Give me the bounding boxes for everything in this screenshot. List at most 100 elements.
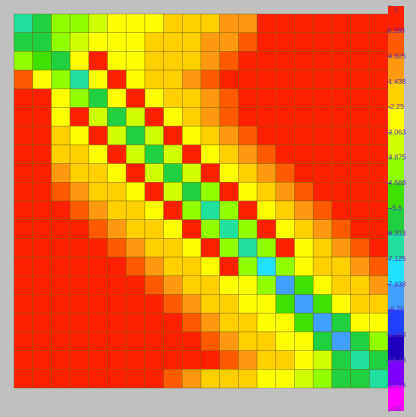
heatmap-cell xyxy=(88,256,108,277)
heatmap-cell xyxy=(107,350,127,370)
heatmap-cell xyxy=(13,312,34,333)
heatmap-cell xyxy=(13,32,34,52)
heatmap-cell xyxy=(238,32,258,52)
heatmap-cell xyxy=(107,256,127,277)
heatmap-cell xyxy=(350,275,370,295)
heatmap-cell xyxy=(275,350,295,370)
heatmap-cell xyxy=(144,200,164,221)
heatmap-cell xyxy=(331,219,351,239)
heatmap-cell xyxy=(331,107,351,127)
heatmap-cell xyxy=(107,331,127,351)
heatmap-cell xyxy=(219,163,239,183)
heatmap-cell xyxy=(144,88,164,108)
colorbar-tick-label: -9.563 xyxy=(386,332,406,339)
heatmap-cell xyxy=(312,163,333,183)
heatmap-cell xyxy=(88,32,108,52)
heatmap-cell xyxy=(51,163,71,183)
heatmap-cell xyxy=(182,107,202,127)
colorbar-band xyxy=(388,284,404,310)
heatmap-cell xyxy=(331,256,351,277)
heatmap-cell xyxy=(163,312,183,333)
heatmap-cell xyxy=(88,368,108,389)
heatmap-cell xyxy=(350,368,370,389)
heatmap-cell xyxy=(312,200,333,221)
heatmap-cell xyxy=(238,294,258,314)
heatmap-cell xyxy=(69,312,90,333)
heatmap-cell xyxy=(125,125,146,146)
heatmap-cell xyxy=(144,32,164,52)
heatmap-cell xyxy=(312,350,333,370)
heatmap-cell xyxy=(275,275,295,295)
heatmap-cell xyxy=(163,88,183,108)
heatmap-cell xyxy=(13,125,34,146)
colorbar-tick-label: -11.19 xyxy=(386,383,405,390)
heatmap-cell xyxy=(238,163,258,183)
heatmap-cell xyxy=(200,238,221,258)
heatmap-cell xyxy=(200,350,221,370)
heatmap-cell xyxy=(331,312,351,333)
heatmap-cell xyxy=(331,350,351,370)
heatmap-cell xyxy=(32,294,52,314)
heatmap-cell xyxy=(13,219,34,239)
heatmap-cell xyxy=(107,368,127,389)
heatmap-cell xyxy=(88,51,108,71)
heatmap-cell xyxy=(219,13,239,34)
colorbar-tick-label: 1 xyxy=(394,7,398,14)
heatmap-cell xyxy=(350,350,370,370)
heatmap-cell xyxy=(32,144,52,164)
heatmap-cell xyxy=(331,51,351,71)
heatmap-cell xyxy=(200,69,221,90)
colorbar-band xyxy=(388,335,404,361)
heatmap-cell xyxy=(144,163,164,183)
heatmap-cell xyxy=(107,219,127,239)
heatmap-cell xyxy=(125,275,146,295)
heatmap-cell xyxy=(312,88,333,108)
heatmap-cell xyxy=(144,219,164,239)
heatmap-cell xyxy=(368,200,389,221)
heatmap-cell xyxy=(238,200,258,221)
heatmap-cell xyxy=(368,294,389,314)
heatmap-cell xyxy=(294,144,314,164)
heatmap-cell xyxy=(256,182,277,202)
heatmap-cell xyxy=(238,219,258,239)
colorbar-band xyxy=(388,56,404,82)
colorbar-tick-label: -8.75 xyxy=(388,307,404,314)
colorbar-band xyxy=(388,31,404,57)
heatmap-cell xyxy=(13,350,34,370)
heatmap-cell xyxy=(238,51,258,71)
heatmap-cell xyxy=(13,144,34,164)
heatmap-cell xyxy=(51,368,71,389)
colorbar-tick-label: -6.313 xyxy=(386,231,406,238)
heatmap-cell xyxy=(125,238,146,258)
heatmap-cell xyxy=(13,107,34,127)
heatmap-cell xyxy=(69,256,90,277)
heatmap-cell xyxy=(182,294,202,314)
heatmap-cell xyxy=(88,312,108,333)
colorbar-band xyxy=(388,81,404,108)
heatmap-cell xyxy=(182,125,202,146)
heatmap-cell xyxy=(13,238,34,258)
heatmap-cell xyxy=(350,256,370,277)
heatmap-cell xyxy=(350,331,370,351)
heatmap-cell xyxy=(125,163,146,183)
colorbar-band xyxy=(388,183,404,209)
heatmap-cell xyxy=(182,163,202,183)
heatmap-cell xyxy=(294,182,314,202)
heatmap-cell xyxy=(368,368,389,389)
heatmap-cell xyxy=(275,182,295,202)
heatmap-cell xyxy=(144,69,164,90)
heatmap-cell xyxy=(238,69,258,90)
colorbar-tick-label: -0.625 xyxy=(386,53,406,60)
heatmap-cell xyxy=(238,275,258,295)
heatmap-cell xyxy=(107,13,127,34)
heatmap-cell xyxy=(312,13,333,34)
heatmap-cell xyxy=(350,125,370,146)
heatmap-cell xyxy=(13,13,34,34)
heatmap-cell xyxy=(219,238,239,258)
colorbar-tick-label: -3.063 xyxy=(386,129,406,136)
heatmap-cell xyxy=(238,13,258,34)
colorbar-tick-label: -10.38 xyxy=(386,357,406,364)
heatmap-cell xyxy=(256,163,277,183)
heatmap-cell xyxy=(163,69,183,90)
colorbar-band xyxy=(388,107,404,133)
